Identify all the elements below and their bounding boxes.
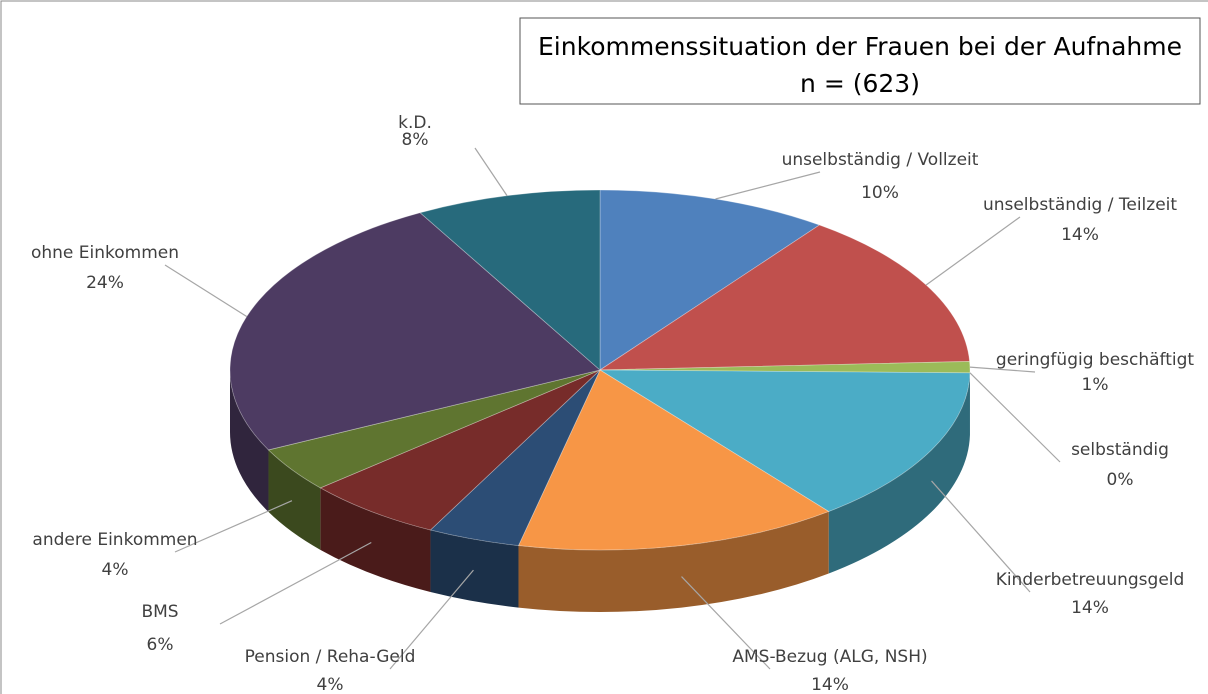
leader-line	[715, 171, 821, 200]
data-label-value: 14%	[1061, 225, 1099, 245]
chart-title: Einkommenssituation der Frauen bei der A…	[538, 32, 1182, 61]
slice	[599, 189, 821, 371]
data-label-value: 1%	[1082, 375, 1109, 395]
leader-line	[174, 500, 293, 553]
chart-subtitle: n = (623)	[800, 69, 920, 98]
slice-side	[268, 449, 321, 550]
slice	[267, 369, 601, 489]
data-label-value: 14%	[1071, 598, 1109, 618]
data-label-value: 6%	[147, 635, 174, 655]
leader-line	[389, 569, 474, 670]
data-label-name: selbständig	[1071, 440, 1169, 460]
leader-line	[681, 576, 771, 670]
pie	[229, 189, 971, 612]
title-box	[519, 17, 1201, 105]
data-label-name: Pension / Reha-Geld	[245, 647, 416, 667]
slice	[429, 369, 601, 547]
data-label-name: andere Einkommen	[32, 530, 197, 550]
data-label-name: BMS	[141, 602, 178, 622]
data-label-value: 4%	[102, 560, 129, 580]
data-label-value: 24%	[86, 273, 124, 293]
data-label-name: geringfügig beschäftigt	[996, 350, 1195, 370]
leader-line	[969, 372, 1061, 463]
data-label-name: unselbständig / Vollzeit	[782, 150, 979, 170]
slice	[599, 361, 971, 374]
slice-side	[430, 529, 519, 608]
data-label-name: Kinderbetreuungsgeld	[996, 570, 1185, 590]
data-label-value: 4%	[317, 675, 344, 694]
slice	[319, 369, 601, 531]
pie-tops	[229, 189, 971, 551]
slice-side	[320, 487, 431, 592]
data-label-value: 0%	[1107, 470, 1134, 490]
data-label-value: 14%	[811, 675, 849, 694]
data-label-value: 10%	[861, 183, 899, 203]
leader-line	[164, 264, 248, 318]
slice-side	[518, 511, 829, 612]
data-label-value: 8%	[402, 130, 429, 150]
pie-sides	[230, 370, 970, 612]
slice-side	[828, 372, 970, 574]
slice	[517, 369, 830, 551]
leader-line	[925, 216, 1021, 286]
data-label-name: AMS-Bezug (ALG, NSH)	[732, 647, 927, 667]
slice	[598, 224, 971, 371]
data-label-name: unselbständig / Teilzeit	[983, 195, 1177, 215]
leader-line	[219, 541, 372, 625]
slice	[598, 369, 971, 512]
data-label-name: ohne Einkommen	[31, 243, 179, 263]
leader-line	[931, 480, 1031, 593]
slice-side	[230, 370, 269, 512]
leader-line	[969, 366, 1036, 373]
data-label-name: k.D.	[398, 113, 432, 133]
leader-line	[474, 147, 508, 197]
